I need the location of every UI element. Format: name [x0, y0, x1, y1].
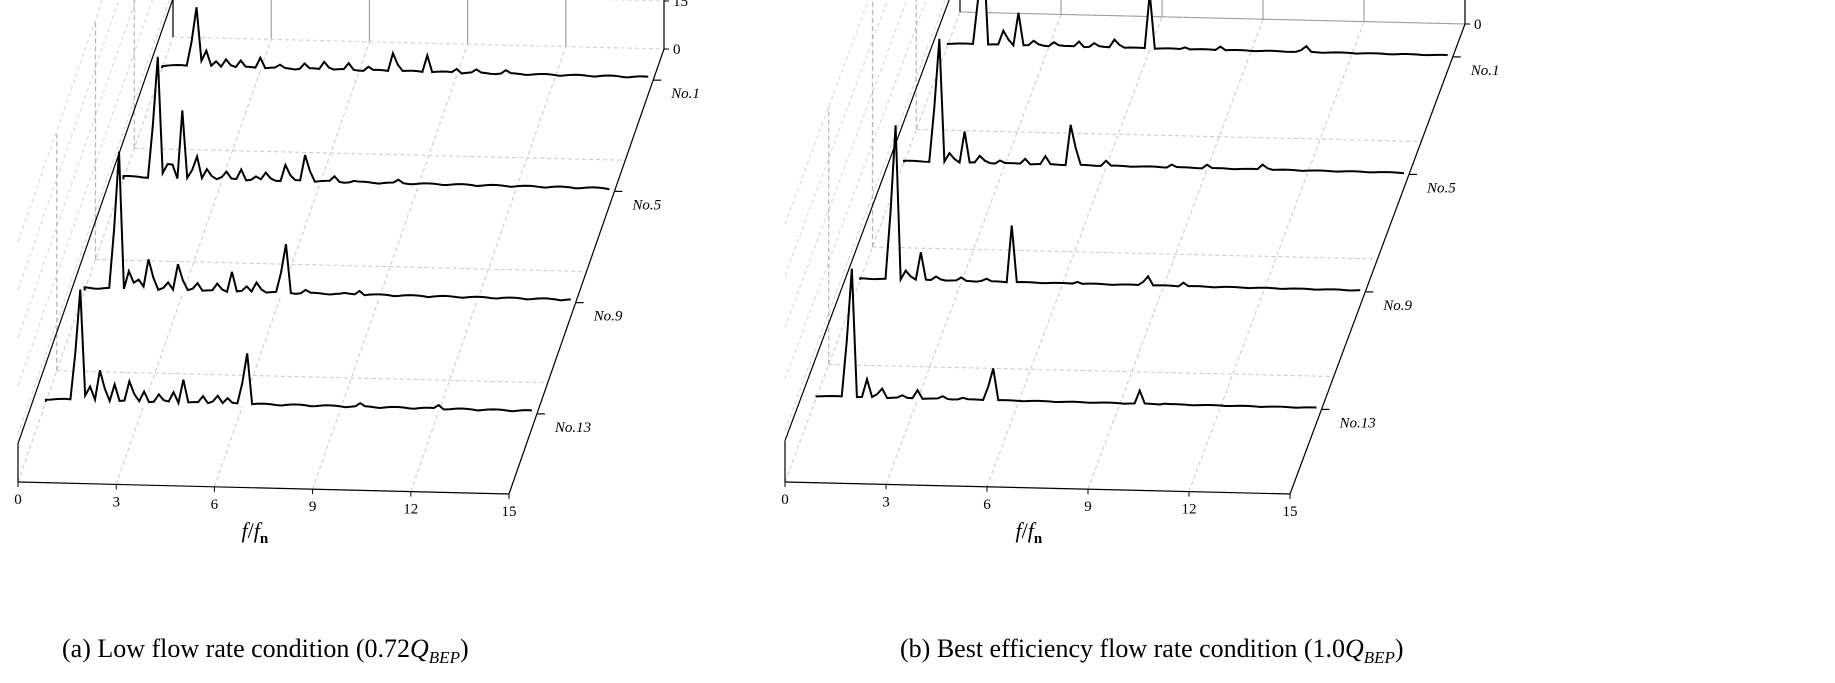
panel-a-series-no9: No.9 — [83, 151, 623, 325]
panel-b-series-label: No.13 — [1339, 415, 1376, 431]
panel-b-series-line — [859, 125, 1361, 292]
panel-b-series-label: No.5 — [1426, 180, 1456, 196]
panel-a-x-tick-label: 15 — [502, 504, 517, 520]
panel-a-series-no13: No.13 — [44, 289, 591, 436]
panel-a-x-axis-line — [17, 481, 510, 495]
panel-b-z-tick-label: 0 — [1474, 17, 1482, 33]
panel-b-series-label: No.1 — [1470, 63, 1500, 79]
panel-b-series-no5: No.5 — [903, 38, 1456, 196]
panel-a-caption: (a) Low flow rate condition (0.72QBEP) — [62, 634, 469, 668]
panel-b-caption-prefix: (b) Best efficiency flow rate condition … — [900, 634, 1345, 663]
panel-b-x-axis-label: f/fn — [1016, 518, 1043, 547]
panel-a-series-fill — [123, 56, 615, 192]
panel-a-left-wall-gridline — [17, 0, 120, 291]
panel-b-x-tick-label: 6 — [983, 497, 991, 513]
panel-a-series-fill — [84, 151, 576, 303]
panel-b-x-axis-label-f: f — [1016, 518, 1025, 543]
panel-a-z-tick-label: 15 — [673, 0, 688, 10]
panel-a-x-axis-label-slash: / — [248, 518, 255, 543]
panel-a-x-axis-label-f: f — [242, 518, 251, 543]
panel-a-x-axis-label-fbase: f — [254, 518, 263, 543]
panel-b-x-axis-label-sub: n — [1034, 531, 1043, 547]
panel-a-caption-suffix: ) — [459, 634, 469, 663]
panel-b-series-no13: No.13 — [815, 268, 1376, 431]
panel-a-caption-sub: BEP — [428, 648, 460, 668]
panel-b-floor-gridline — [828, 364, 1334, 377]
panel-b-x-axis-line — [784, 481, 1291, 495]
panel-b-x-tick-label: 3 — [882, 494, 890, 510]
panel-a-x-tick-label: 0 — [14, 492, 22, 508]
panel-a-floor-gridline — [17, 36, 174, 483]
panel-b-floor-gridline — [916, 129, 1422, 142]
panel-a-x-tick-label: 9 — [309, 499, 317, 515]
panel-a-series-label: No.1 — [670, 86, 700, 102]
panel-a-series-label: No.5 — [631, 197, 661, 213]
panel-a-series-no5: No.5 — [122, 56, 662, 213]
panel-b-depth-axis-line — [1289, 23, 1466, 495]
panel-a-back-wall-gridline — [602, 0, 665, 2]
panel-a-left-wall-gridline — [17, 0, 137, 339]
panel-a-series-line — [83, 151, 571, 302]
panel-a-series-label: No.9 — [593, 309, 623, 325]
panel-b-series-fill — [904, 38, 1409, 175]
panel-b-caption: (b) Best efficiency flow rate condition … — [900, 634, 1404, 668]
panel-a-caption-q: Q — [410, 634, 429, 663]
panel-a-caption-prefix: (a) Low flow rate condition (0.72 — [62, 634, 411, 663]
panel-b-x-axis-label-slash: / — [1022, 518, 1029, 543]
panel-a-depth-axis-line — [508, 48, 665, 495]
panel-a-x-tick-label: 3 — [112, 494, 120, 510]
panel-b-x-tick-label: 12 — [1182, 502, 1197, 518]
panel-b-x-axis-label-fbase: f — [1028, 518, 1037, 543]
panel-a-x-tick-label: 12 — [403, 502, 418, 518]
panel-a-left-top-edge — [17, 0, 174, 444]
panel-b-left-top-edge — [784, 0, 950, 441]
panel-b-floor-gridline — [1188, 21, 1365, 492]
panel-a-left-wall-gridline — [17, 0, 103, 243]
panel-a-left-wall-gridline — [17, 0, 170, 435]
panel-a-floor-gridline — [213, 41, 370, 487]
panel-a-x-tick-label: 6 — [211, 497, 219, 513]
panel-b-caption-sub: BEP — [1363, 648, 1395, 668]
panel-a-back-wall-grid — [172, 0, 665, 50]
panel-b-series-no1: No.1 — [946, 0, 1500, 79]
panel-b-left-wall-grid — [784, 0, 946, 431]
panel-a-series-no1: No.1 — [161, 7, 700, 102]
figure: 03691215f/fn01530456075AmplitudeNo.13No.… — [14, 0, 1500, 547]
panel-b-caption-suffix: ) — [1394, 634, 1404, 663]
panel-a-series-line — [44, 289, 533, 413]
panel-b-series-line — [946, 0, 1448, 57]
panel-a-x-axis-label: f/fn — [242, 518, 269, 547]
panel-b-caption-q: Q — [1344, 634, 1364, 663]
panel-b-x-tick-label: 9 — [1084, 499, 1092, 515]
panel-b-floor-gridline — [872, 246, 1378, 260]
panel-a-floor-gridline — [312, 44, 469, 490]
panel-a-floor-gridline — [56, 370, 548, 384]
panel-b-x-tick-label: 0 — [781, 492, 789, 508]
panel-a-series-line — [122, 56, 610, 191]
panel-b-back-wall-gridline — [959, 11, 1466, 25]
panel-a-series-line — [161, 7, 649, 79]
panel-b-series-line — [815, 268, 1317, 409]
panel-b-back-wall-grid — [959, 0, 1466, 25]
panel-a-back-wall-gridline — [172, 36, 665, 50]
panel-a-floor-gridline — [134, 147, 626, 161]
panel-a-floor-gridline — [410, 46, 567, 492]
panel-a-chart: 03691215f/fn01530456075AmplitudeNo.13No.… — [14, 0, 700, 547]
panel-a-left-wall-gridline — [17, 0, 153, 387]
panel-a-series-label: No.13 — [554, 420, 591, 436]
panel-b-chart: 03691215f/fn0326496128160AmplitudeNo.13N… — [781, 0, 1500, 547]
panel-b-series-label: No.9 — [1382, 298, 1412, 314]
panel-a-x-axis-label-sub: n — [260, 531, 269, 547]
panel-b-series-fill — [816, 268, 1322, 410]
panel-a-floor-gridline — [115, 39, 272, 485]
panel-b-series-no9: No.9 — [859, 125, 1413, 314]
panel-a-series-fill — [162, 7, 654, 81]
panel-a-floor-gridline — [95, 259, 587, 272]
panel-b-x-tick-label: 15 — [1283, 504, 1298, 520]
panel-a-series-fill — [45, 289, 537, 414]
panel-b-series-line — [903, 38, 1405, 175]
panel-a-z-tick-label: 0 — [673, 42, 681, 58]
